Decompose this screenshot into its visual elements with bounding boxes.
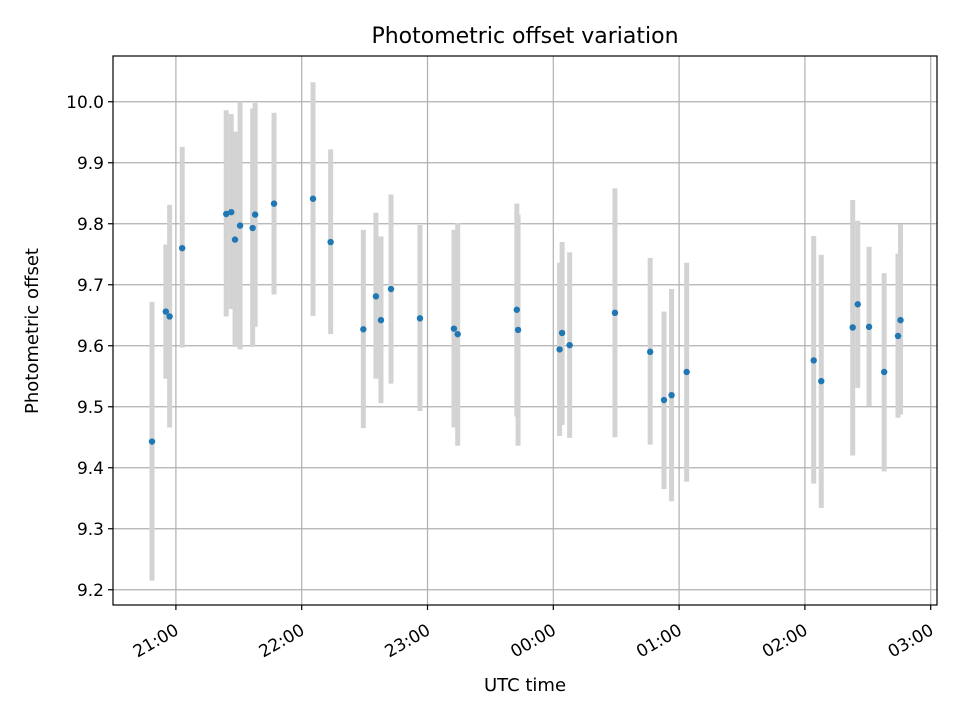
data-point: [854, 301, 861, 308]
y-tick-label: 9.9: [77, 154, 104, 174]
data-point: [818, 377, 825, 385]
x-axis-label: UTC time: [484, 675, 566, 696]
data-point: [377, 316, 385, 324]
data-point: [646, 348, 654, 356]
data-point: [231, 236, 239, 243]
data-point: [894, 332, 902, 340]
data-point: [660, 396, 668, 404]
data-point: [454, 330, 461, 338]
grid: [113, 56, 937, 605]
data-point: [372, 293, 380, 300]
data-point: [611, 309, 619, 317]
chart-title: Photometric offset variation: [371, 24, 678, 49]
data-point: [166, 313, 173, 320]
data-point: [556, 346, 563, 353]
y-tick-label: 9.7: [77, 276, 104, 296]
data-point: [223, 210, 230, 218]
y-axis-label: Photometric offset: [22, 248, 43, 414]
data-point: [360, 326, 367, 333]
data-point: [387, 285, 395, 293]
data-point: [327, 238, 334, 246]
data-point: [148, 438, 156, 445]
data-point: [897, 316, 904, 324]
data-point: [865, 323, 873, 331]
data-point: [450, 325, 458, 332]
data-point: [236, 222, 244, 229]
data-point: [683, 368, 690, 376]
data-point: [178, 244, 186, 252]
data-point: [309, 195, 317, 202]
data-point: [251, 211, 259, 218]
data-point: [668, 391, 675, 399]
data-point: [513, 306, 521, 313]
data-point: [514, 326, 522, 334]
data-point: [849, 324, 856, 331]
y-tick-label: 9.3: [77, 520, 104, 540]
data-point: [228, 208, 235, 216]
y-tick-label: 10.0: [66, 93, 104, 113]
y-axis-ticks: 9.2 9.3 9.4 9.5 9.6 9.7 9.8 9.9 10.0: [66, 93, 113, 601]
y-tick-label: 9.6: [77, 337, 104, 357]
y-tick-label: 9.8: [77, 215, 104, 235]
data-point: [566, 341, 573, 349]
data-point: [416, 315, 424, 322]
data-point: [810, 357, 817, 364]
data-point: [270, 200, 278, 207]
plot-frame: [112, 55, 938, 606]
data-point: [162, 308, 170, 315]
data-point: [880, 368, 888, 376]
y-tick-label: 9.4: [77, 459, 104, 479]
data-point: [249, 224, 256, 232]
data-point: [558, 329, 566, 337]
data-points: [148, 195, 904, 445]
y-tick-label: 9.5: [77, 398, 104, 418]
y-tick-label: 9.2: [77, 581, 104, 601]
